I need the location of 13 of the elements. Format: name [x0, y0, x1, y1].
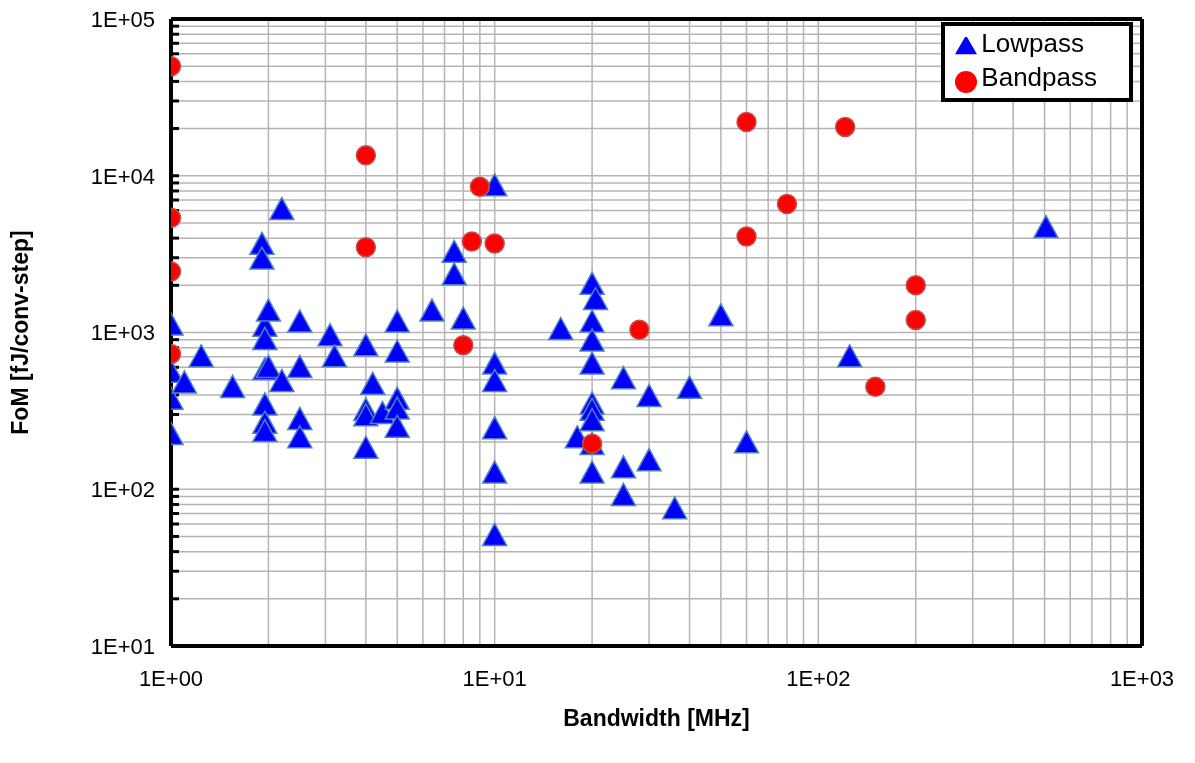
y-tick-label: 1E+05	[90, 6, 155, 32]
x-tick-label: 1E+00	[138, 665, 204, 691]
x-tick-label: 1E+01	[462, 665, 527, 691]
x-tick-label: 1E+02	[786, 665, 851, 691]
x-tick-label: 1E+03	[1109, 665, 1175, 691]
y-tick-label: 1E+04	[90, 163, 155, 189]
y-tick-label: 1E+03	[90, 320, 155, 346]
x-axis-title: Bandwidth [MHz]	[563, 705, 750, 731]
y-axis-title: FoM [fJ/conv-step]	[7, 230, 34, 435]
legend-label: Bandpass	[981, 62, 1097, 92]
y-tick-label: 1E+02	[90, 477, 155, 503]
y-tick-label: 1E+01	[90, 633, 155, 659]
legend-label: Lowpass	[981, 28, 1084, 58]
